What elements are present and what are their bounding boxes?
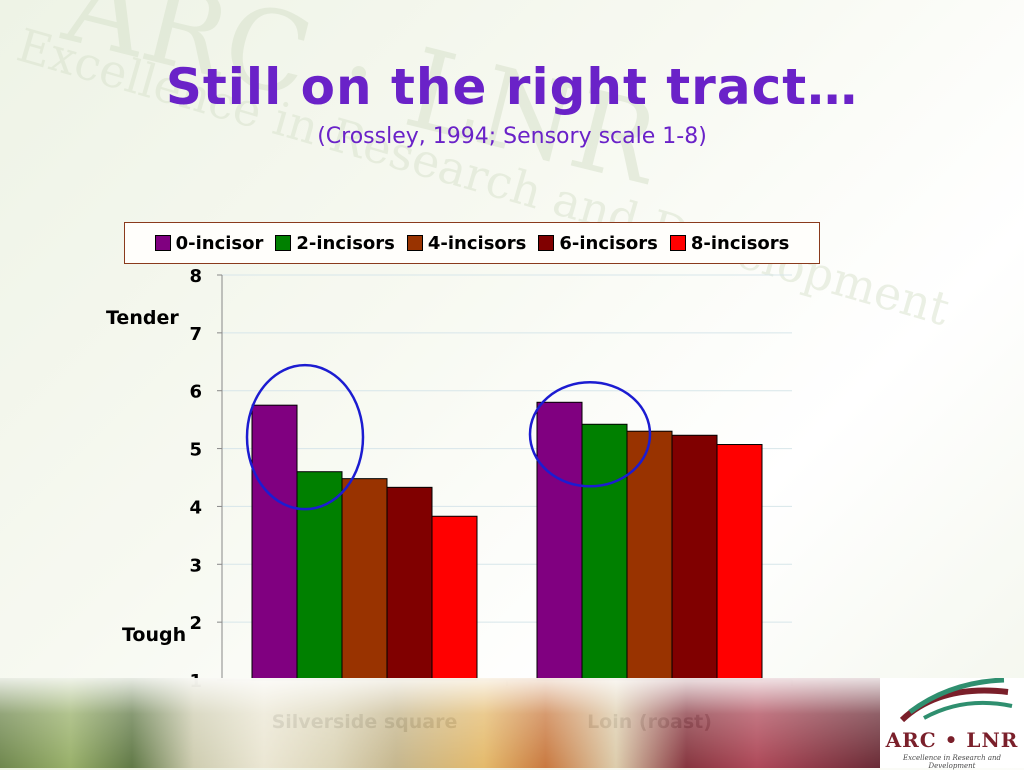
legend-swatch — [406, 235, 423, 251]
legend-swatch — [538, 235, 555, 251]
y-tick-label: 8 — [189, 266, 202, 287]
arc-logo — [880, 677, 1024, 768]
slide-title: Still on the right tract… — [165, 58, 859, 116]
legend-item-3: 6-incisors — [538, 233, 658, 254]
chart-legend: 0-incisor 2-incisors 4-incisors 6-incisors 8… — [124, 222, 820, 264]
tender-label: Tender — [106, 307, 179, 329]
logo-tagline: Excellence in Research and Development — [903, 754, 1001, 770]
bar-2-incisors-0 — [296, 471, 343, 681]
legend-item-4: 8-incisors — [669, 232, 790, 254]
bar-2-incisors-1 — [581, 423, 628, 681]
y-tick-label: 3 — [189, 555, 202, 576]
highlight-ellipse — [245, 363, 365, 511]
y-tick-label: 7 — [189, 324, 202, 345]
legend-label: 6-incisors — [559, 232, 658, 254]
y-tick-label: 4 — [189, 497, 202, 518]
logo-name: ARC • LNR — [885, 728, 1019, 752]
legend-label: 8-incisors — [690, 232, 790, 254]
bar-0-incisor-1 — [536, 401, 583, 681]
legend-label: 4-incisors — [427, 232, 527, 254]
bar-0-incisor-0 — [251, 404, 298, 681]
legend-label: 0-incisor — [175, 232, 264, 254]
legend-swatch — [275, 235, 292, 251]
tough-label: Tough — [122, 624, 187, 646]
highlight-ellipse — [528, 381, 652, 488]
legend-label: 2-incisors — [296, 232, 395, 254]
bar-8-incisors-1 — [716, 444, 763, 681]
logo-swoosh-icon — [899, 677, 1013, 723]
y-tick-label: 2 — [189, 613, 202, 634]
bar-4-incisors-0 — [341, 478, 388, 681]
y-tick-label: 6 — [189, 382, 202, 403]
photo-strip-fade — [0, 678, 880, 768]
bar-6-incisors-0 — [386, 486, 433, 681]
bar-8-incisors-0 — [431, 515, 478, 681]
legend-swatch — [669, 235, 686, 251]
legend-item-2: 4-incisors — [406, 232, 527, 254]
slide-subtitle: (Crossley, 1994; Sensory scale 1-8) — [317, 124, 707, 149]
y-tick-label: 5 — [189, 440, 202, 461]
legend-swatch — [154, 235, 171, 251]
bar-6-incisors-1 — [671, 434, 718, 681]
bar-4-incisors-1 — [626, 430, 673, 681]
legend-item-0: 0-incisor — [154, 232, 264, 254]
legend-item-1: 2-incisors — [275, 233, 395, 254]
